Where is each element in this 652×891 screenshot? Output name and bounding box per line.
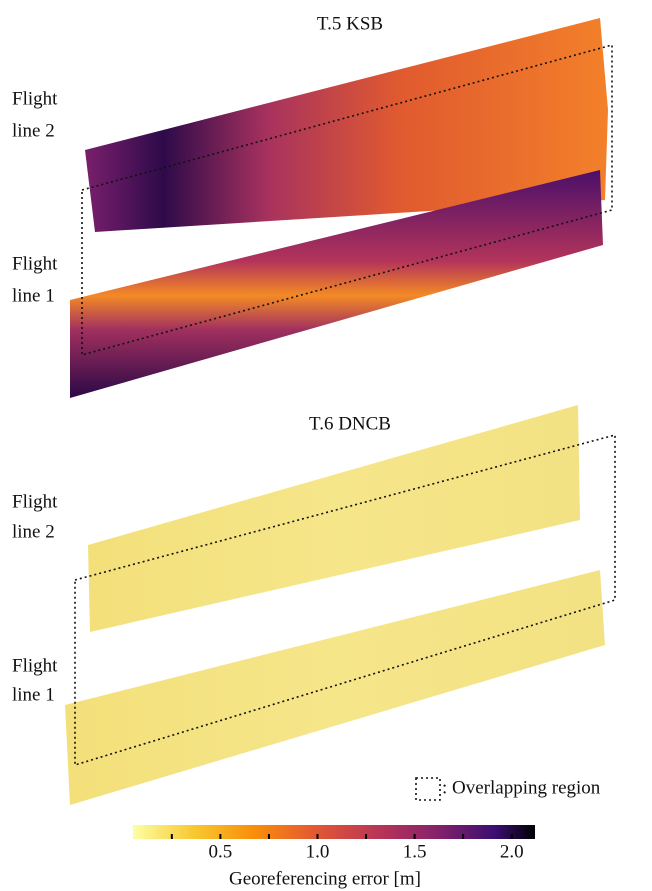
tick-label: 0.5 bbox=[209, 841, 233, 862]
colorbar-label: Georeferencing error [m] bbox=[229, 868, 421, 889]
panel-title: T.6 DNCB bbox=[309, 413, 391, 434]
overlap-box bbox=[74, 433, 616, 767]
label: Flight bbox=[12, 88, 58, 109]
panel-title: T.5 KSB bbox=[317, 13, 383, 34]
tick-label: 2.0 bbox=[500, 841, 524, 862]
colorbar-gradient bbox=[133, 825, 535, 839]
strip bbox=[88, 405, 580, 632]
tick-label: 1.5 bbox=[403, 841, 427, 862]
legend-swatch bbox=[415, 777, 441, 801]
overlap-box bbox=[81, 43, 613, 357]
strip bbox=[70, 170, 603, 398]
panel-top: T.5 KSB Flight line 2 Flight line 1 bbox=[12, 13, 613, 398]
label: line 2 bbox=[12, 521, 55, 542]
label: line 2 bbox=[12, 120, 55, 141]
strip bbox=[65, 570, 605, 805]
strip bbox=[85, 18, 608, 232]
tick-label: 1.0 bbox=[306, 841, 330, 862]
colorbar: Georeferencing error [m] 0.5 1.0 1.5 2.0 bbox=[133, 825, 535, 889]
label: Flight bbox=[12, 491, 58, 512]
label: line 1 bbox=[12, 684, 55, 705]
legend-text: : Overlapping region bbox=[442, 777, 601, 798]
label: Flight bbox=[12, 655, 58, 676]
label: Flight bbox=[12, 253, 58, 274]
panel-bottom: T.6 DNCB Flight line 2 Flight line 1 : O… bbox=[12, 405, 616, 805]
label: line 1 bbox=[12, 285, 55, 306]
